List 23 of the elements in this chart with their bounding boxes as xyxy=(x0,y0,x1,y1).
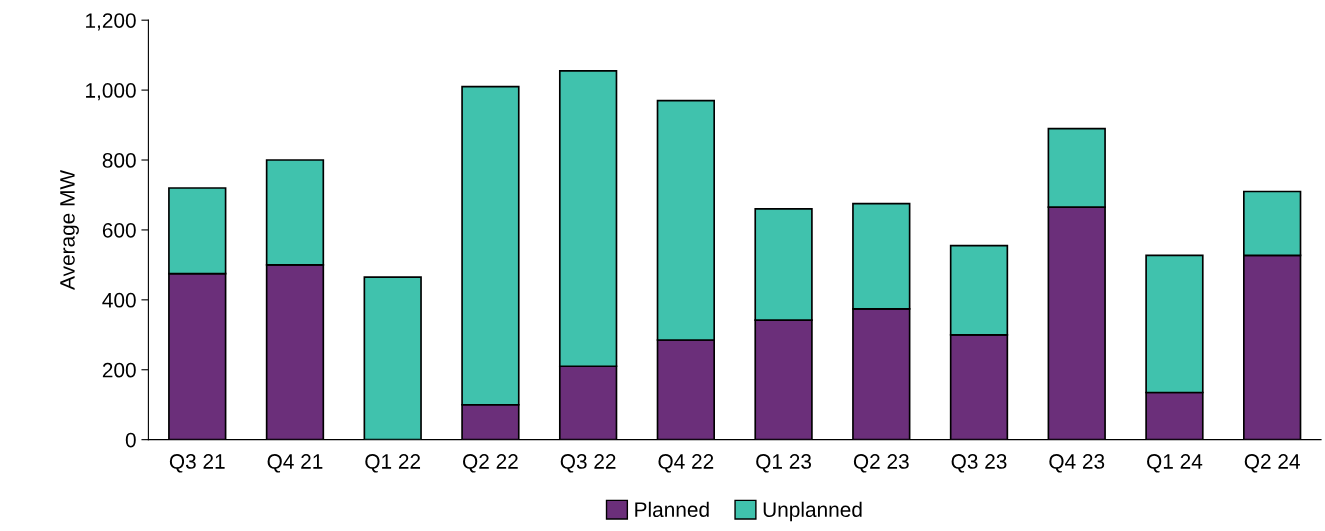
x-tick-label: Q4 21 xyxy=(267,454,323,473)
y-tick-label: 1,200 xyxy=(86,13,136,31)
x-tick-label: Q4 22 xyxy=(658,454,714,473)
x-tick-label: Q3 23 xyxy=(951,454,1007,473)
x-tick-label: Q2 22 xyxy=(463,454,518,473)
x-tick-label: Q3 22 xyxy=(560,454,616,473)
y-tick-label: 1,000 xyxy=(86,83,136,101)
y-axis-title: Average MW xyxy=(60,169,79,290)
y-tick-label: 200 xyxy=(102,362,136,378)
x-tick-label: Q1 22 xyxy=(365,454,421,473)
legend-label: Planned xyxy=(635,501,709,518)
y-tick-label: 600 xyxy=(102,222,136,238)
x-tick-label: Q3 21 xyxy=(169,454,225,473)
bar xyxy=(363,276,422,440)
x-tick-label: Q1 23 xyxy=(756,454,812,473)
x-tick-label: Q1 24 xyxy=(1147,454,1203,473)
legend-label: Unplanned xyxy=(763,501,862,522)
x-tick-label: Q4 23 xyxy=(1049,454,1105,473)
x-tick-label: Q2 24 xyxy=(1244,454,1300,473)
y-tick-label: 400 xyxy=(102,292,136,308)
y-tick-label: 800 xyxy=(102,153,136,168)
y-tick-label: 0 xyxy=(125,432,136,448)
x-tick-label: Q2 23 xyxy=(853,454,909,473)
